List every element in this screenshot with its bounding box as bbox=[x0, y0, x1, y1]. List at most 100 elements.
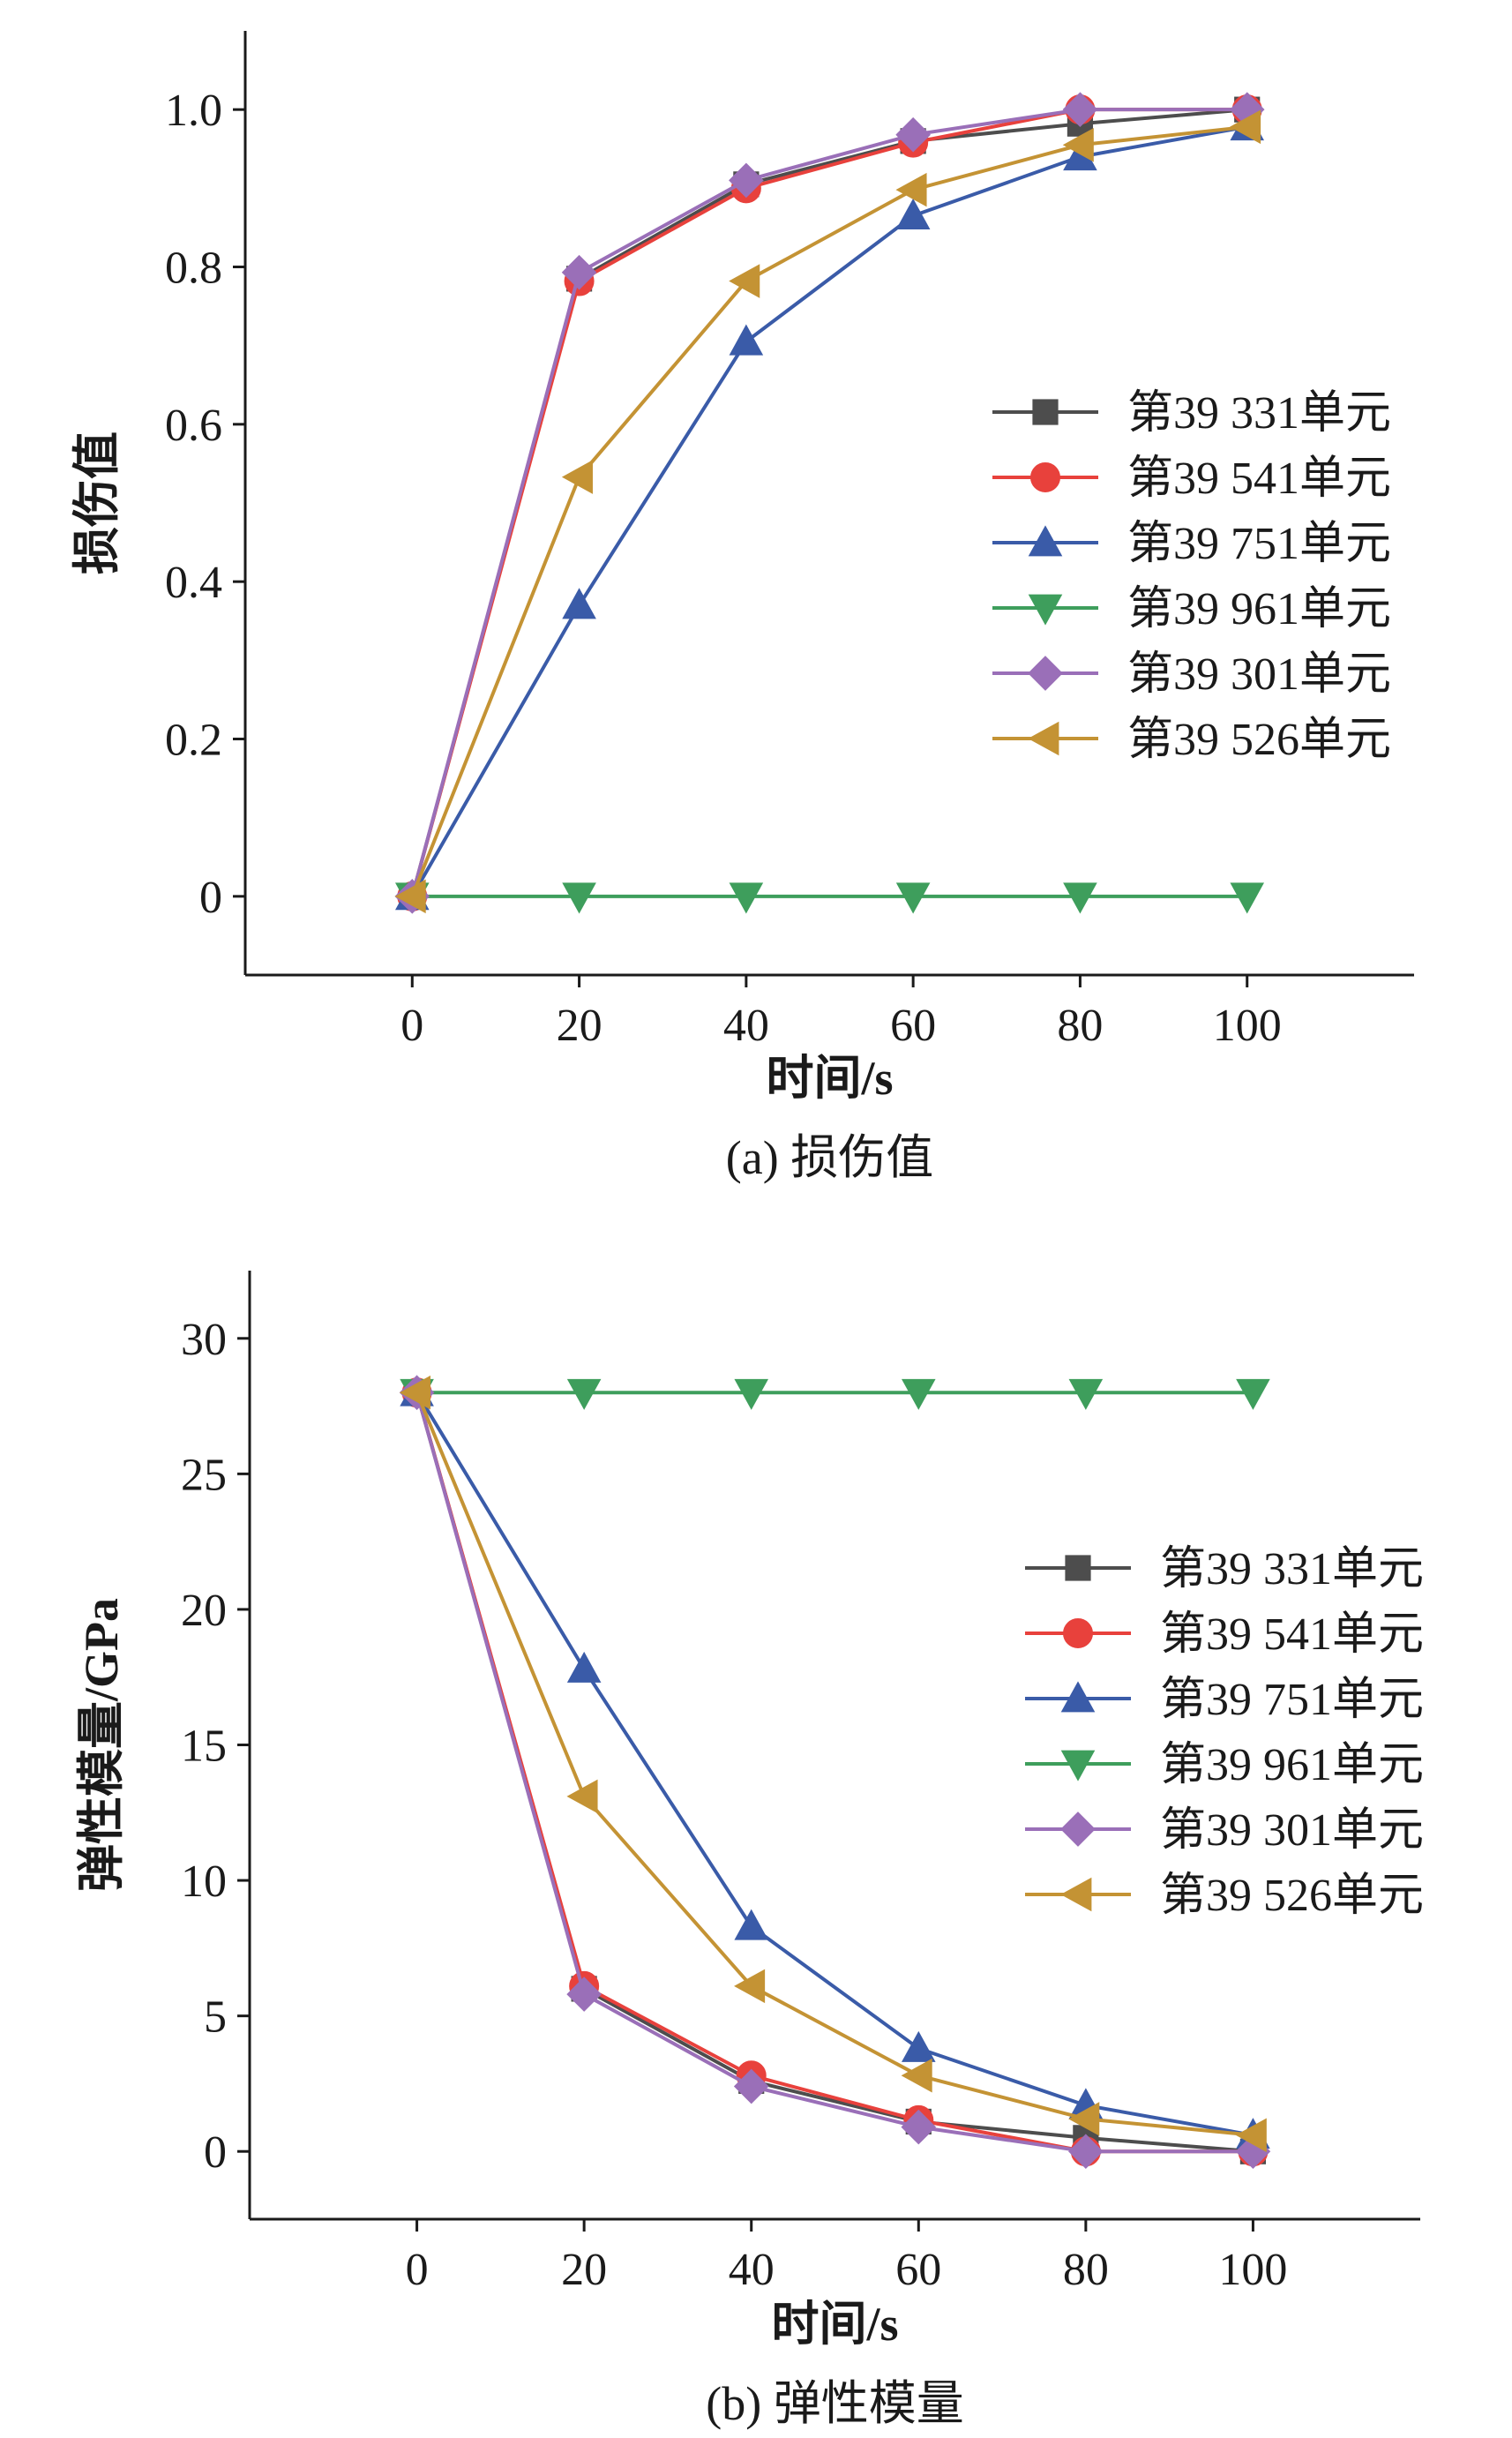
data-point bbox=[566, 1651, 602, 1683]
legend-label: 第39 541单元 bbox=[1127, 454, 1391, 504]
x-tick-label: 0 bbox=[406, 2245, 429, 2295]
series-line bbox=[415, 1392, 1254, 2154]
x-tick-label: 80 bbox=[1057, 1001, 1103, 1051]
data-point bbox=[733, 2068, 769, 2104]
data-point bbox=[895, 172, 927, 207]
series-4 bbox=[400, 1378, 1270, 1410]
x-tick-label: 100 bbox=[1218, 2245, 1287, 2295]
y-tick-label: 15 bbox=[181, 1722, 227, 1772]
data-point bbox=[399, 1375, 430, 1410]
series-line bbox=[410, 108, 1247, 897]
legend-label: 第39 331单元 bbox=[1160, 1544, 1424, 1594]
data-point bbox=[1235, 2118, 1267, 2153]
series-line bbox=[415, 1392, 1254, 2137]
data-point bbox=[1062, 92, 1098, 127]
data-point bbox=[561, 254, 597, 290]
x-tick-label: 100 bbox=[1213, 1001, 1282, 1051]
x-tick-label: 60 bbox=[890, 1001, 936, 1051]
data-point bbox=[734, 1909, 769, 1940]
data-point bbox=[729, 264, 760, 298]
y-tick-label: 1.0 bbox=[165, 86, 222, 136]
chart-b: 0 5 10 15 20 25 30 0 20 40 60 80 100 时间/s 弹性模量/GPa (b) … bbox=[75, 1271, 1424, 2430]
data-point bbox=[1068, 2134, 1104, 2170]
data-point bbox=[1230, 882, 1265, 914]
x-tick-label: 80 bbox=[1063, 2245, 1109, 2295]
legend-swatch-marker bbox=[1065, 1555, 1091, 1581]
legend-swatch-marker bbox=[1060, 1812, 1096, 1847]
y-tick-label: 0.4 bbox=[165, 558, 222, 608]
chart-caption: (a) 损伤值 bbox=[726, 1131, 933, 1184]
data-point bbox=[1230, 109, 1261, 145]
series-line bbox=[415, 1392, 1254, 2137]
data-point bbox=[561, 460, 593, 494]
y-tick-label: 5 bbox=[204, 1992, 227, 2043]
legend-swatch-marker bbox=[1028, 594, 1063, 626]
legend-swatch-marker bbox=[1060, 1750, 1096, 1782]
legend-swatch-marker bbox=[1030, 462, 1060, 492]
series-5 bbox=[394, 92, 1265, 914]
data-point bbox=[1068, 2102, 1100, 2136]
data-point bbox=[734, 1378, 769, 1410]
legend-item: 第39 526单元 bbox=[1025, 1871, 1424, 1921]
legend-swatch-marker bbox=[1063, 1618, 1093, 1648]
y-tick-label: 0 bbox=[199, 873, 222, 923]
y-tick-label: 10 bbox=[181, 1857, 227, 1907]
data-point bbox=[562, 588, 596, 619]
data-point bbox=[729, 324, 764, 356]
series-1 bbox=[403, 1379, 1267, 2164]
legend-label: 第39 526单元 bbox=[1160, 1871, 1424, 1921]
legend-label: 第39 961单元 bbox=[1127, 584, 1391, 634]
x-tick-label: 20 bbox=[561, 2245, 607, 2295]
data-point bbox=[901, 2030, 936, 2062]
series-line bbox=[410, 108, 1247, 897]
x-tick-label: 0 bbox=[400, 1001, 423, 1051]
legend-swatch-marker bbox=[1028, 525, 1063, 557]
data-point bbox=[734, 1969, 766, 2004]
series-5 bbox=[399, 1375, 1271, 2170]
data-point bbox=[566, 1779, 598, 1814]
chart-caption: (b) 弹性模量 bbox=[706, 2377, 963, 2430]
data-point bbox=[394, 879, 426, 914]
legend-label: 第39 331单元 bbox=[1127, 388, 1391, 439]
series-line bbox=[410, 108, 1247, 897]
legend-item: 第39 751单元 bbox=[1025, 1675, 1424, 1725]
series-6 bbox=[399, 1375, 1267, 2153]
data-point bbox=[1063, 882, 1097, 914]
legend-item: 第39 301单元 bbox=[1025, 1805, 1424, 1856]
x-axis-title: 时间/s bbox=[766, 1052, 893, 1105]
chart-a: 0 0.2 0.4 0.6 0.8 1.0 0 20 40 60 80 100 时间/s 损伤值 (a) 损… bbox=[71, 31, 1414, 1184]
data-point bbox=[566, 1378, 602, 1410]
legend-label: 第39 526单元 bbox=[1127, 715, 1391, 765]
series-2 bbox=[401, 1377, 1269, 2167]
y-tick-label: 0 bbox=[204, 2127, 227, 2178]
legend-label: 第39 961单元 bbox=[1160, 1740, 1424, 1790]
legend-item: 第39 526单元 bbox=[992, 715, 1391, 765]
data-point bbox=[729, 162, 764, 199]
data-point bbox=[1068, 1378, 1104, 1410]
legend-swatch-marker bbox=[1060, 1877, 1092, 1912]
legend-item: 第39 541单元 bbox=[992, 454, 1391, 504]
x-tick-label: 40 bbox=[723, 1001, 769, 1051]
y-tick-label: 0.6 bbox=[165, 401, 222, 451]
data-point bbox=[895, 116, 931, 153]
x-tick-label: 60 bbox=[895, 2245, 941, 2295]
data-point bbox=[901, 2058, 932, 2093]
legend-label: 第39 751单元 bbox=[1160, 1675, 1424, 1725]
legend-label: 第39 301单元 bbox=[1127, 649, 1391, 700]
series-3 bbox=[394, 109, 1265, 911]
y-axis-title: 损伤值 bbox=[71, 431, 124, 574]
x-axis-title: 时间/s bbox=[771, 2298, 898, 2351]
legend-label: 第39 301单元 bbox=[1160, 1805, 1424, 1856]
y-tick-label: 0.2 bbox=[165, 716, 222, 766]
y-axis-title: 弹性模量/GPa bbox=[75, 1598, 128, 1892]
legend-item: 第39 751单元 bbox=[992, 519, 1391, 569]
legend-item: 第39 541单元 bbox=[1025, 1609, 1424, 1660]
legend-swatch-marker bbox=[1032, 399, 1059, 425]
data-point bbox=[901, 1378, 936, 1410]
legend-swatch-marker bbox=[1060, 1681, 1096, 1713]
data-point bbox=[901, 2109, 937, 2145]
data-point bbox=[566, 1977, 602, 2012]
